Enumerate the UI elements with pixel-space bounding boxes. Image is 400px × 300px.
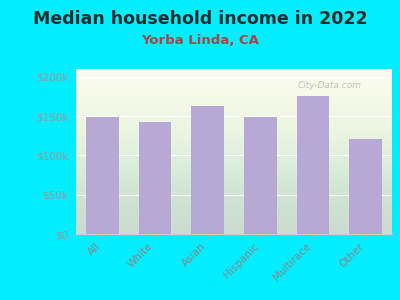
Bar [191, 106, 224, 234]
Bar [139, 122, 171, 234]
Text: Yorba Linda, CA: Yorba Linda, CA [141, 34, 259, 47]
Bar [297, 96, 329, 234]
Bar [349, 139, 382, 234]
Bar [86, 117, 119, 234]
Bar [244, 117, 277, 234]
Text: Median household income in 2022: Median household income in 2022 [33, 11, 367, 28]
Text: City-Data.com: City-Data.com [297, 80, 361, 89]
